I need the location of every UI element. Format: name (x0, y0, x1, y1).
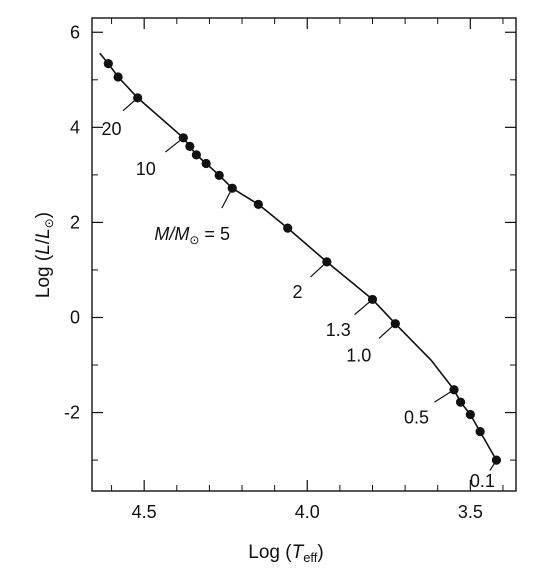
annotation-leader (122, 97, 139, 112)
annotation-label: 10 (136, 159, 156, 179)
data-point (113, 72, 123, 82)
y-tick-label: 6 (70, 22, 80, 42)
y-axis-label-symbol: L (33, 244, 54, 255)
y-axis-label-subscript: ⊙ (42, 218, 56, 228)
x-axis-label-symbol: T (292, 542, 305, 563)
annotation-layer: 20 10 M/M⊙ = 5 2 1.3 1.0 0.5 0.1 (102, 97, 497, 491)
x-axis-label-suffix: ) (317, 542, 323, 563)
y-tick-label: 0 (70, 307, 80, 327)
annotation-leader (378, 323, 396, 339)
y-tick-label: 4 (70, 117, 80, 137)
data-point (465, 409, 475, 420)
annotation-label: 0.5 (404, 407, 429, 427)
data-point (283, 223, 293, 233)
annotation-label-text: 5 (220, 224, 230, 244)
plot-frame-layer (91, 17, 517, 492)
data-point (191, 150, 201, 160)
annotation-leader (165, 137, 184, 153)
y-tick-label: -2 (64, 403, 80, 423)
main-sequence-line (99, 52, 498, 461)
x-axis-label: Log (Teff) (248, 542, 323, 565)
x-axis-label-subscript: eff (303, 550, 318, 565)
annotation-label: 2 (292, 282, 302, 302)
annotation-label-prefix-sub: ⊙ (189, 233, 199, 247)
y-axis-label-slash: / (33, 238, 54, 244)
data-point (455, 397, 466, 407)
annotation-leader (354, 298, 373, 316)
annotation-leader (434, 389, 455, 403)
annotation-label: 1.0 (346, 346, 371, 366)
x-tick-label: 3.5 (458, 502, 483, 522)
curve-layer (99, 52, 498, 461)
annotation-label: 20 (102, 119, 122, 139)
data-point (227, 183, 237, 193)
data-point (475, 426, 485, 437)
annotation-label: M/M⊙ = 5 (154, 224, 230, 247)
annotation-leader (310, 261, 328, 278)
y-axis-label: Log (L/L⊙) (33, 212, 56, 298)
y-axis-label-prefix: Log ( (33, 254, 54, 298)
y-axis-label-symbol2: L (33, 228, 54, 239)
annotation-leader (221, 187, 233, 209)
data-point (103, 59, 113, 69)
annotation-label: 1.3 (326, 320, 351, 340)
y-tick-label: 2 (70, 212, 80, 232)
annotation-label-prefix: M/M (154, 224, 189, 244)
x-axis-label-prefix: Log ( (248, 542, 292, 563)
annotation-label-prefix-eq: = (199, 224, 220, 244)
annotation-leader (489, 459, 497, 471)
y-axis-label-suffix: ) (33, 212, 54, 218)
data-point (253, 199, 263, 209)
x-tick-label: 4.0 (295, 502, 320, 522)
x-tick-label: 4.5 (132, 502, 157, 522)
annotation-label: 0.1 (470, 471, 495, 491)
data-point (214, 170, 224, 180)
data-point (185, 141, 195, 151)
plot-frame (91, 17, 517, 492)
data-point (201, 158, 211, 169)
